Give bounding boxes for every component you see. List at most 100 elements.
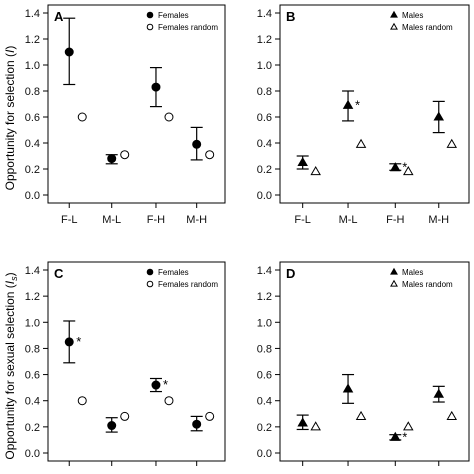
y-tick-label: 0.0 — [25, 448, 40, 460]
data-point — [403, 421, 414, 431]
x-tick-label: M-H — [186, 214, 207, 226]
y-axis-label-bottom: Opportunity for sexual selection (Is) — [3, 272, 19, 459]
data-point — [433, 111, 445, 121]
y-tick-label: 0.0 — [257, 448, 272, 460]
data-point — [64, 47, 74, 57]
x-tick-label: M-L — [339, 214, 358, 226]
x-tick-label: F-H — [147, 214, 165, 226]
y-tick-label: 0.4 — [25, 396, 40, 408]
panel-a-frame — [47, 4, 226, 204]
data-point — [310, 421, 321, 431]
y-tick-label: 1.4 — [257, 8, 272, 20]
y-tick-label: 0.2 — [25, 422, 40, 434]
y-axis-label-bottom-text: Opportunity for sexual selection ( — [3, 284, 17, 459]
data-point — [107, 421, 117, 431]
significance-star: * — [76, 334, 81, 349]
data-point — [205, 411, 215, 421]
svg-text:Opportunity for sexual selecti: Opportunity for sexual selection (Is) — [3, 272, 19, 459]
significance-star: * — [163, 377, 168, 392]
y-axis-label-bottom-subscript: s — [9, 276, 19, 281]
y-tick-label: 1.0 — [257, 317, 272, 329]
y-tick-label: 0.0 — [257, 190, 272, 202]
x-tick-label: M-H — [428, 214, 449, 226]
panel-letter: B — [286, 9, 295, 24]
data-point — [205, 150, 215, 160]
y-tick-label: 1.2 — [25, 291, 40, 303]
data-point — [446, 138, 458, 148]
data-point — [192, 419, 202, 429]
panel-letter: A — [54, 9, 64, 24]
y-tick-label: 1.0 — [25, 60, 40, 72]
legend-marker — [390, 22, 398, 30]
data-point — [433, 388, 445, 398]
y-tick-label: 0.8 — [257, 86, 272, 98]
data-point — [297, 417, 308, 427]
svg-text:Opportunity for selection (I): Opportunity for selection (I) — [3, 46, 17, 191]
y-tick-label: 0.6 — [25, 112, 40, 124]
legend-marker — [146, 23, 154, 31]
data-point — [390, 162, 401, 172]
significance-star: * — [402, 429, 407, 444]
data-point — [297, 156, 308, 167]
data-point — [446, 410, 458, 420]
legend-label: Females random — [158, 23, 218, 32]
legend-marker — [146, 268, 154, 276]
data-point — [192, 139, 202, 149]
legend-label: Males — [402, 268, 423, 277]
legend-label: Females — [158, 268, 189, 277]
data-point — [151, 380, 161, 390]
y-axis-label-bottom-close: ) — [3, 272, 17, 276]
data-point — [164, 112, 174, 122]
legend-label: Females random — [158, 280, 218, 289]
panel-d: 0.0 0.2 0.4 0.6 0.8 1.0 1.2 1.4 D Males Males rand… — [257, 261, 470, 466]
data-point — [403, 166, 414, 176]
legend-label: Males — [402, 11, 423, 20]
y-tick-label: 1.2 — [257, 34, 272, 46]
data-point — [342, 99, 354, 109]
x-tick-label: F-L — [294, 214, 311, 226]
panel-letter: D — [286, 266, 295, 281]
significance-star: * — [402, 160, 407, 175]
legend-label: Males random — [402, 23, 453, 32]
y-tick-label: 1.0 — [25, 317, 40, 329]
x-tick-label: F-H — [386, 214, 404, 226]
data-point — [342, 383, 354, 393]
y-tick-label: 0.4 — [257, 138, 272, 150]
legend-marker — [146, 280, 154, 288]
y-tick-label: 0.4 — [257, 396, 272, 408]
y-tick-label: 1.4 — [25, 8, 40, 20]
legend-label: Females — [158, 11, 189, 20]
x-tick-label: F-L — [61, 214, 78, 226]
y-axis-label-top: Opportunity for selection (I) — [3, 46, 17, 191]
y-axis-label-top-close: ) — [3, 46, 17, 50]
y-tick-label: 0.4 — [25, 138, 40, 150]
legend-marker — [390, 279, 398, 287]
panel-c-frame — [47, 261, 226, 462]
panel-b-frame — [279, 4, 470, 204]
significance-star: * — [355, 97, 360, 112]
panel-c: 0.0 0.2 0.4 0.6 0.8 1.0 1.2 1.4 C Females Females … — [25, 261, 226, 466]
y-tick-label: 0.2 — [25, 164, 40, 176]
data-point — [120, 411, 130, 421]
panel-b: 0.0 0.2 0.4 0.6 0.8 1.0 1.2 1.4 F-L M-L F-H M-H B Mal… — [257, 4, 470, 226]
data-point — [107, 154, 117, 164]
data-point — [164, 396, 174, 406]
y-axis-label-bottom-symbol: I — [3, 280, 17, 284]
legend-marker — [146, 11, 154, 19]
data-point — [151, 82, 161, 92]
panel-letter: C — [54, 266, 64, 281]
data-point — [390, 431, 401, 441]
y-tick-label: 0.8 — [25, 86, 40, 98]
y-axis-label-top-text: Opportunity for selection ( — [3, 53, 17, 190]
y-tick-label: 0.8 — [257, 343, 272, 355]
y-tick-label: 0.6 — [25, 370, 40, 382]
data-point — [77, 112, 87, 122]
legend-marker — [390, 10, 398, 18]
y-tick-label: 0.0 — [25, 190, 40, 202]
y-tick-label: 1.0 — [257, 60, 272, 72]
y-axis-label-top-symbol: I — [3, 49, 17, 53]
y-tick-label: 1.2 — [25, 34, 40, 46]
legend-marker — [390, 267, 398, 275]
data-point — [310, 166, 321, 176]
